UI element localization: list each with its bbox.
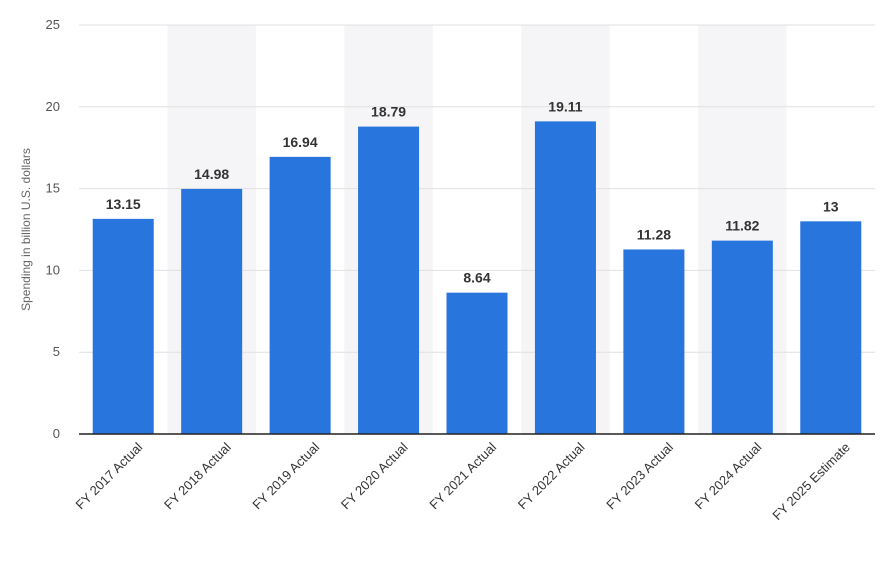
data-label: 11.82	[725, 218, 759, 234]
category-label: FY 2022 Actual	[515, 439, 588, 512]
bar-7[interactable]	[711, 240, 773, 434]
y-tick-label: 25	[46, 17, 60, 32]
data-label: 13	[823, 198, 839, 214]
category-label: FY 2025 Estimate	[769, 440, 853, 524]
data-label: 13.15	[106, 196, 141, 212]
data-label: 11.28	[637, 226, 671, 242]
data-label: 18.79	[371, 104, 406, 120]
category-labels: FY 2017 Actual FY 2018 Actual FY 2019 Actu…	[73, 439, 853, 523]
data-label: 19.11	[548, 98, 582, 114]
bar-3[interactable]	[358, 126, 420, 435]
category-label: FY 2020 Actual	[338, 439, 411, 512]
y-axis-ticks: 0 5 10 15 20 25	[46, 17, 60, 441]
category-label: FY 2024 Actual	[692, 439, 765, 512]
bar-4[interactable]	[446, 292, 508, 434]
bar-5[interactable]	[534, 121, 596, 434]
data-label: 14.98	[194, 166, 229, 182]
y-tick-label: 5	[53, 344, 60, 359]
y-tick-label: 10	[46, 262, 60, 277]
category-label: FY 2021 Actual	[426, 439, 499, 512]
category-label: FY 2023 Actual	[603, 439, 676, 512]
bar-0[interactable]	[92, 218, 154, 434]
data-labels: 13.15 14.98 16.94 18.79 8.64 19.11 11.28 11.82 1…	[106, 98, 839, 285]
bar-2[interactable]	[269, 156, 331, 434]
category-label: FY 2018 Actual	[161, 439, 234, 512]
bars	[92, 121, 862, 435]
bar-1[interactable]	[181, 188, 243, 434]
y-tick-label: 0	[53, 426, 60, 441]
bar-8[interactable]	[800, 221, 862, 434]
category-label: FY 2017 Actual	[73, 439, 146, 512]
data-label: 8.64	[463, 270, 490, 286]
bar-6[interactable]	[623, 249, 685, 434]
y-tick-label: 20	[46, 99, 60, 114]
y-tick-label: 15	[46, 181, 60, 196]
category-label: FY 2019 Actual	[249, 439, 322, 512]
y-axis-label: Spending in billion U.S. dollars	[19, 148, 33, 311]
data-label: 16.94	[283, 134, 318, 150]
